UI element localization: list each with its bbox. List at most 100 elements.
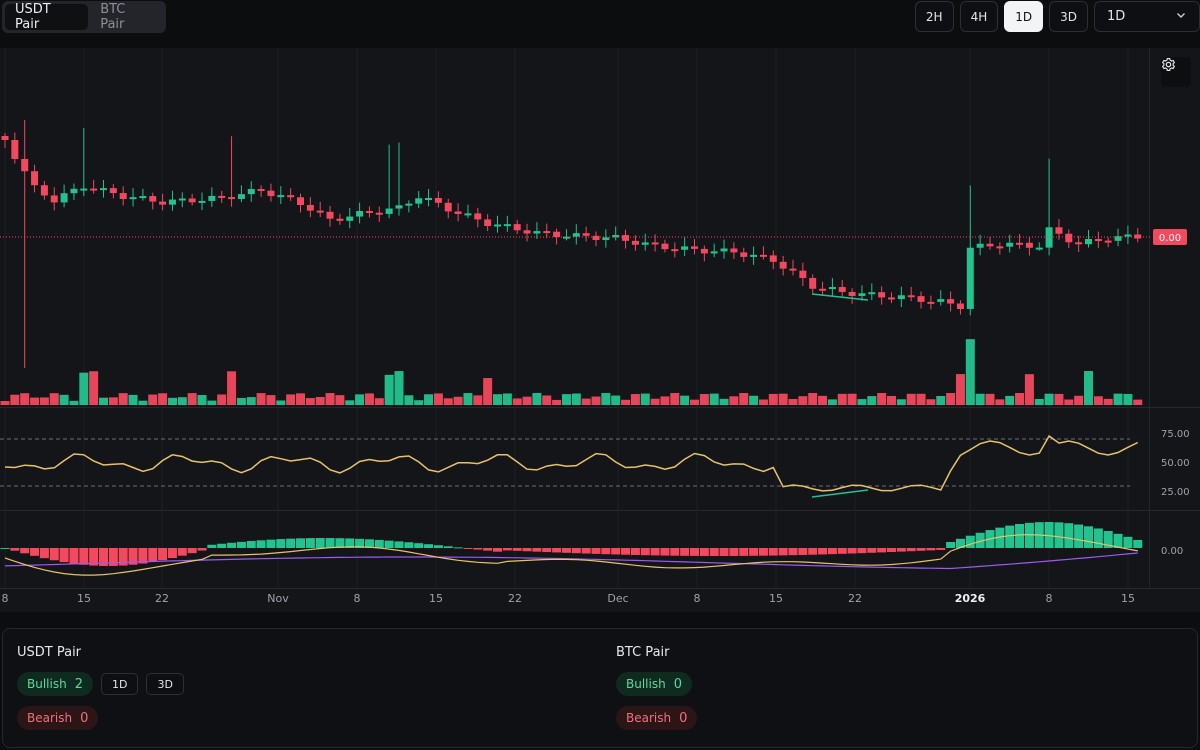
timeframe-1d-button[interactable]: 1D [1004,1,1044,32]
chevron-down-icon [1175,9,1187,25]
candle-body [80,188,88,191]
candle-body [828,287,836,290]
macd-histogram-bar [601,548,611,555]
candle-body [60,193,68,203]
candle-body [976,243,984,248]
volume-bar [433,393,443,405]
candle-body [799,270,807,278]
volume-bar [749,395,759,405]
macd-histogram-bar [1044,522,1054,548]
candle-body [1104,240,1112,243]
macd-histogram-bar [118,548,128,566]
timeframe-select[interactable]: 1D [1094,1,1200,32]
tab-usdt-pair[interactable]: USDT Pair [5,2,89,32]
candle-body [553,231,561,237]
macd-histogram-bar [591,548,601,554]
price-chart[interactable]: 8 15 22 Nov 8 15 22 Dec 8 15 22 2026 8 15 0.00 75.00 50.… [0,48,1200,612]
candle-body [720,248,728,252]
candle-body [277,195,285,198]
macd-histogram-bar [512,548,522,551]
macd-histogram-bar [79,548,89,565]
chart-canvas[interactable]: 8 15 22 Nov 8 15 22 Dec 8 15 22 2026 8 15 0.00 75.00 50.… [0,48,1200,612]
filter-3d-button[interactable]: 3D [146,673,184,695]
timeframe-4h-button[interactable]: 4H [959,1,999,32]
volume-bar [1084,371,1093,405]
macd-histogram-bar [798,548,808,555]
volume-bar [571,393,581,405]
macd-histogram-bar [660,548,670,556]
volume-bar [709,393,719,405]
rsi-line [4,434,1139,492]
chart-settings-button[interactable] [1161,57,1191,87]
candle-body [1065,233,1073,243]
tab-btc-pair[interactable]: BTC Pair [100,2,126,32]
macd-histogram-bar [690,548,699,556]
volume-bar [30,397,40,405]
timeframe-group: 2H 4H 1D 3D 1D [914,1,1200,32]
macd-histogram-bar [315,538,325,548]
macd-histogram-bar [128,548,138,565]
volume-bar [916,393,926,405]
candle-body [937,299,945,302]
volume-bar [847,393,857,405]
candle-body [986,243,994,247]
volume-bar [463,393,473,405]
macd-histogram-bar [364,539,374,548]
volume-bar [10,394,20,405]
macd-histogram-bar [207,544,217,548]
summary-btc-pair: BTC Pair Bullish 0 Bearish 0 [616,645,698,740]
macd-histogram-bar [256,540,266,548]
candle-body [838,287,846,292]
volume-bar [1074,395,1084,405]
volume-bar [443,398,453,405]
macd-histogram-bar [266,539,276,548]
x-tick-label: 22 [155,592,169,605]
candle-body [779,261,787,269]
macd-histogram-bar [936,548,946,550]
candle-body [602,237,610,240]
pair-tabs: USDT Pair BTC Pair [2,1,166,33]
macd-histogram-bar [394,541,404,548]
volume-bar [788,398,798,405]
volume-bar [965,339,975,405]
macd-histogram-bar [1093,528,1103,548]
timeframe-3d-button[interactable]: 3D [1049,1,1088,32]
candle-body [1025,242,1033,248]
candle-body [356,211,364,217]
macd-histogram-bar [561,548,571,553]
macd-histogram-bar [345,538,355,548]
volume-bar [207,400,217,405]
volume-bar [778,393,788,405]
candle-body [1,136,9,140]
candle-body [740,252,748,257]
candle-body [178,198,186,201]
x-tick-label: 15 [77,592,91,605]
bearish-label: Bearish [27,711,73,725]
volume-bar [857,399,867,405]
candle-body [513,224,521,231]
volume-bar [896,399,906,405]
volume-bar [118,393,128,405]
macd-histogram-bar [542,548,552,553]
timeframe-2h-button[interactable]: 2H [914,1,954,32]
candle-body [730,248,738,253]
macd-histogram-bar [404,542,414,548]
volume-bar [59,394,69,405]
candle-body [651,242,659,245]
bullish-count: 0 [673,676,682,692]
macd-histogram-bar [768,548,778,556]
macd-histogram-bar [995,527,1005,548]
volume-bar [768,393,778,405]
macd-line [4,534,1138,576]
candle-body [917,296,925,302]
summary-title: USDT Pair [17,645,82,660]
volume-bar [79,372,89,405]
price-tag [1153,229,1187,245]
macd-histogram-bar [906,548,916,552]
bearish-badge: Bearish 0 [616,706,698,730]
macd-histogram-bar [148,548,158,563]
macd-histogram-bar [877,548,887,553]
macd-histogram-bar [99,548,108,566]
filter-1d-button[interactable]: 1D [100,673,139,695]
candle-body [425,198,433,201]
